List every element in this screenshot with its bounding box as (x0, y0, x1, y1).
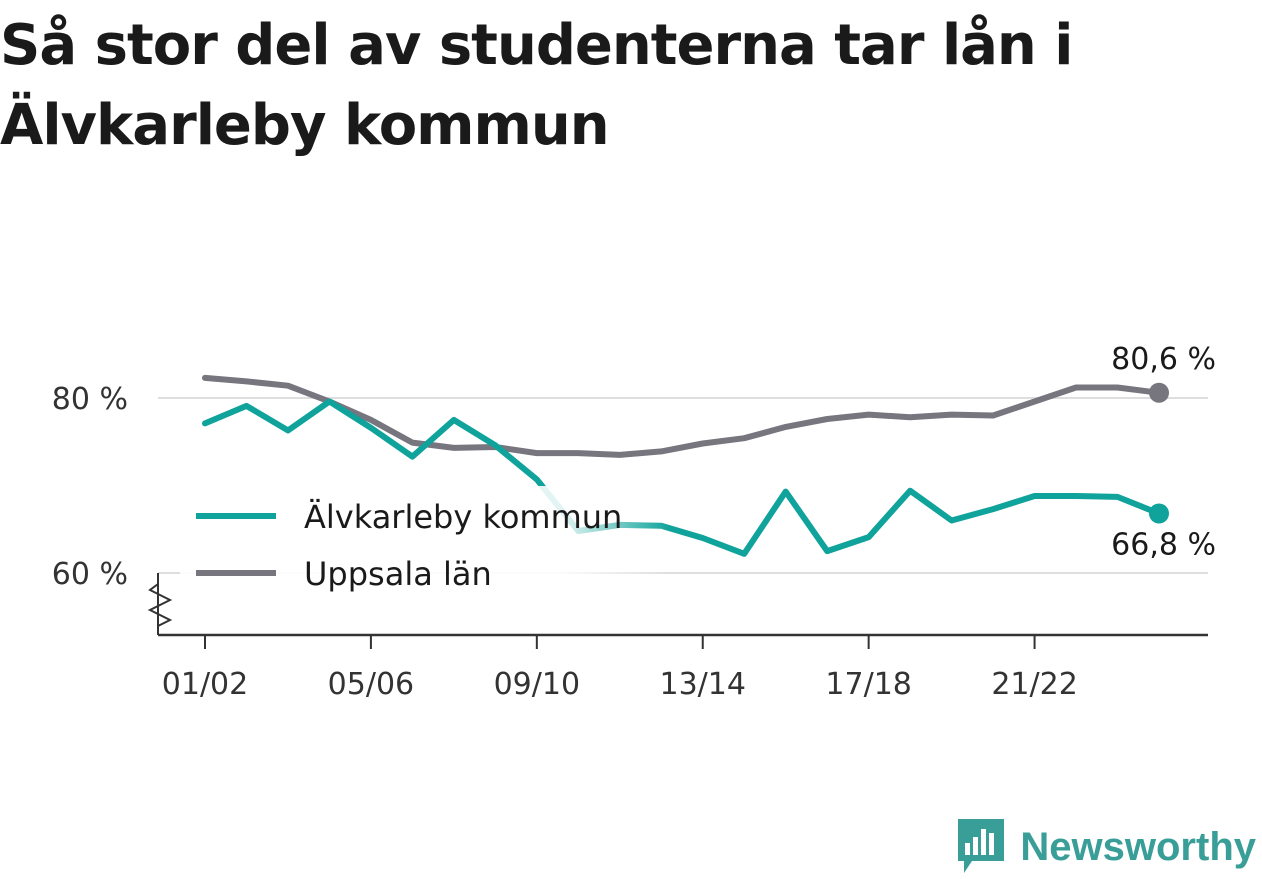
newsworthy-logo-icon (958, 819, 1005, 873)
brand-logo: Newsworthy (956, 819, 1256, 875)
legend-backdrop (180, 486, 670, 598)
series-lines (202, 374, 1162, 557)
x-tick-label: 13/14 (660, 667, 746, 702)
x-tick-label: 17/18 (825, 667, 911, 702)
y-axis-break-icon (147, 573, 173, 635)
brand-name: Newsworthy (1020, 824, 1256, 869)
series-line-uppsala (202, 374, 1162, 458)
x-tick-label: 21/22 (991, 667, 1077, 702)
x-tick-label: 05/06 (328, 667, 414, 702)
axes (147, 573, 1208, 637)
end-label-alvkarleby: 66,8 % (1111, 528, 1216, 563)
series-endpoints: 66,8 % 80,6 % (1111, 342, 1216, 563)
end-label-uppsala: 80,6 % (1111, 342, 1216, 377)
y-axis-ticks: 60 % 80 % (52, 382, 128, 592)
y-tick-label: 80 % (52, 382, 128, 417)
x-tick-label: 09/10 (494, 667, 580, 702)
legend: Älvkarleby kommun Uppsala län (180, 486, 670, 598)
series-endpoint-alvkarleby (1149, 503, 1169, 524)
x-tick-label: 01/02 (162, 667, 248, 702)
y-tick-label: 60 % (52, 557, 128, 592)
chart-title: Så stor del av studenterna tar lån i Älv… (0, 13, 1074, 158)
legend-label-alvkarleby: Älvkarleby kommun (304, 498, 622, 536)
series-endpoint-uppsala (1149, 382, 1169, 403)
legend-label-uppsala: Uppsala län (304, 555, 492, 593)
series-line-alvkarleby (202, 398, 1162, 557)
x-axis-ticks: 01/02 05/06 09/10 13/14 17/18 21/22 (162, 635, 1078, 702)
